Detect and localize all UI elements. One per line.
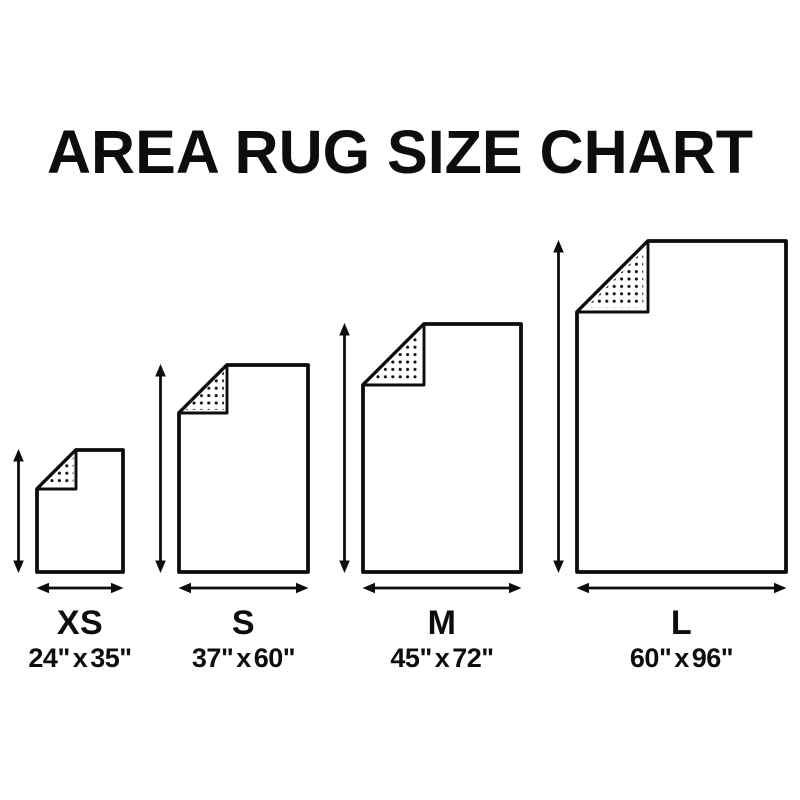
rug-label-group-l: L 60" x 96" xyxy=(629,604,734,673)
size-code-label: L xyxy=(670,604,693,642)
height-arrow-icon xyxy=(155,364,166,573)
rug-label-group-xs: XS 24" x 35" xyxy=(28,604,132,673)
rug-figure-s xyxy=(154,363,311,594)
size-dimensions-label: 45" x 72" xyxy=(390,643,494,673)
rug-figure-xs xyxy=(12,448,126,594)
width-arrow-icon xyxy=(362,582,522,594)
height-arrow-icon xyxy=(13,449,24,573)
rug-label-group-m: M 45" x 72" xyxy=(390,604,494,673)
height-arrow-icon xyxy=(339,323,350,573)
height-arrow-icon xyxy=(553,240,564,573)
size-code-label: XS xyxy=(56,604,104,642)
width-arrow-icon xyxy=(178,582,309,594)
rug-illustration-l xyxy=(553,239,788,594)
size-code-label: S xyxy=(231,604,256,642)
size-dimensions-label: 24" x 35" xyxy=(28,643,132,673)
folded-corner-icon xyxy=(361,322,426,387)
width-arrow-icon xyxy=(576,582,787,594)
rug-label-group-s: S 37" x 60" xyxy=(191,604,296,673)
width-arrow-icon xyxy=(36,582,124,594)
rug-illustration-xs xyxy=(13,448,125,594)
rug-illustration-m xyxy=(339,322,523,594)
folded-corner-icon xyxy=(35,448,78,491)
rug-shape xyxy=(35,448,125,574)
page-title: AREA RUG SIZE CHART xyxy=(46,118,754,186)
size-code-label: M xyxy=(427,604,457,642)
rug-figure-m xyxy=(338,322,524,594)
size-dimensions-label: 37" x 60" xyxy=(191,643,296,673)
rug-figure-l xyxy=(552,239,789,594)
folded-corner-icon xyxy=(575,239,650,314)
folded-corner-icon xyxy=(177,363,229,415)
size-dimensions-label: 60" x 96" xyxy=(629,643,734,673)
rug-illustration-s xyxy=(155,363,310,594)
